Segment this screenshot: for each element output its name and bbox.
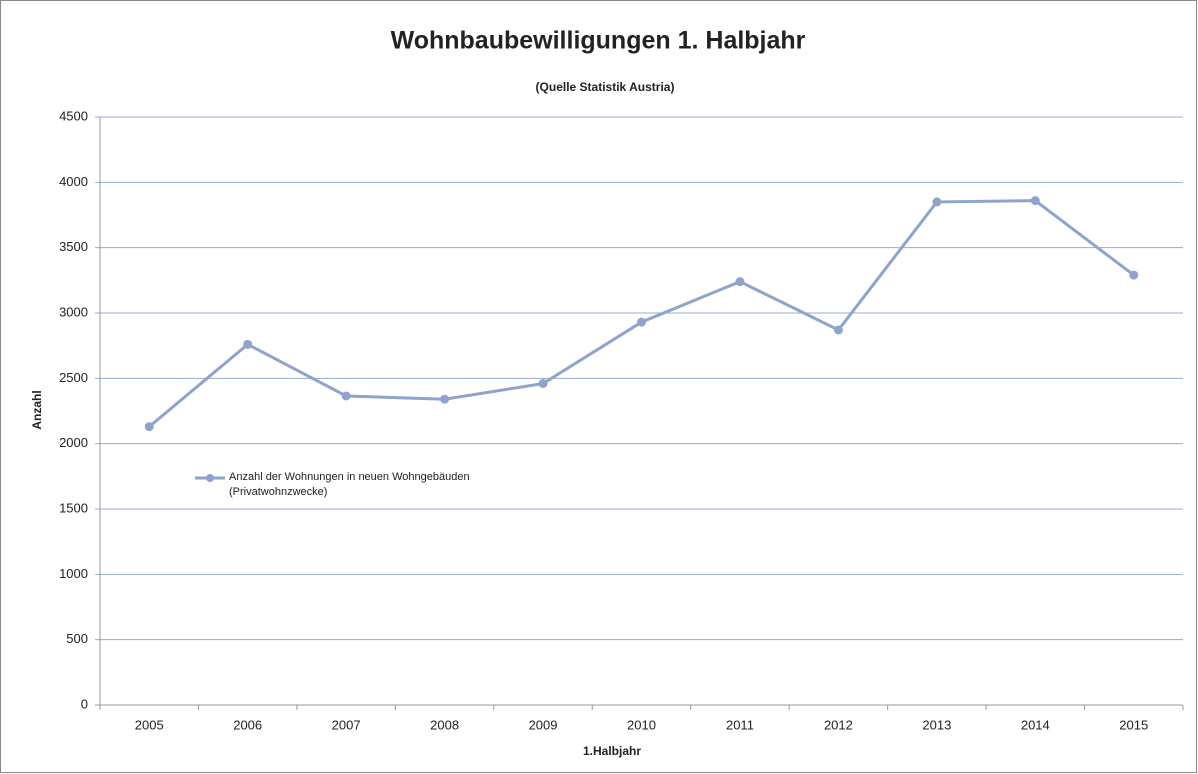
x-tick-label: 2013	[922, 717, 951, 732]
data-point	[341, 391, 351, 401]
x-tick-label: 2012	[824, 717, 853, 732]
x-tick-label: 2007	[332, 717, 361, 732]
y-tick-label: 2000	[59, 435, 88, 450]
chart-subtitle: (Quelle Statistik Austria)	[536, 80, 675, 94]
chart-title: Wohnbaubewilligungen 1. Halbjahr	[391, 27, 806, 55]
x-tick-label: 2008	[430, 717, 459, 732]
data-point	[243, 339, 253, 349]
data-point	[932, 197, 942, 207]
data-point	[538, 379, 548, 389]
y-tick-label: 4000	[59, 174, 88, 189]
data-point	[1129, 270, 1139, 280]
y-tick-label: 1000	[59, 566, 88, 581]
y-tick-label: 3000	[59, 304, 88, 319]
y-tick-label: 500	[66, 631, 88, 646]
y-tick-label: 4500	[59, 108, 88, 123]
x-tick-label: 2015	[1119, 717, 1148, 732]
data-point	[833, 325, 843, 335]
legend-swatch	[195, 474, 225, 482]
series-line	[148, 199, 1135, 428]
data-point	[735, 277, 745, 287]
y-tick-label: 2500	[59, 370, 88, 385]
y-tick-label: 0	[81, 696, 88, 711]
legend-marker	[206, 474, 214, 482]
data-point	[440, 394, 450, 404]
data-point	[1030, 196, 1040, 206]
data-point	[144, 422, 154, 432]
y-tick-label: 3500	[59, 239, 88, 254]
legend: Anzahl der Wohnungen in neuen Wohngebäud…	[195, 470, 529, 500]
x-axis-title: 1.Halbjahr	[583, 744, 641, 758]
y-axis-title: Anzahl	[30, 390, 44, 429]
x-tick-label: 2014	[1021, 717, 1050, 732]
legend-label: Anzahl der Wohnungen in neuen Wohngebäud…	[229, 471, 470, 498]
x-tick-label: 2005	[135, 717, 164, 732]
x-tick-label: 2010	[627, 717, 656, 732]
x-tick-label: 2009	[529, 717, 558, 732]
data-point	[637, 317, 646, 327]
x-tick-label: 2011	[726, 717, 754, 732]
x-tick-label: 2006	[233, 717, 262, 732]
y-tick-label: 1500	[59, 500, 88, 515]
